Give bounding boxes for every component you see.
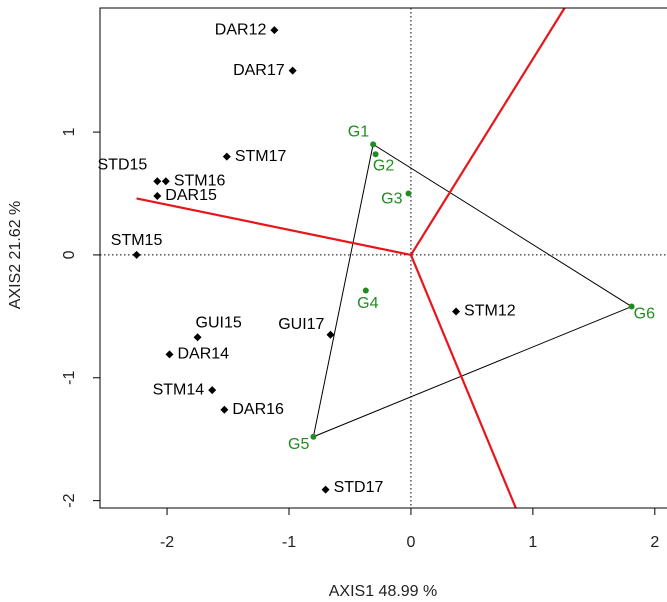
y-tick-label: 0 (61, 250, 78, 259)
point (321, 485, 330, 494)
point-label: DAR16 (232, 401, 284, 418)
y-tick-label: 1 (61, 128, 78, 137)
hull-polygon (312, 143, 633, 438)
point (161, 177, 170, 186)
point-label: DAR14 (178, 346, 230, 363)
x-tick-label: 2 (650, 534, 659, 551)
sector-ray (409, 254, 517, 509)
point (220, 405, 229, 414)
point (405, 190, 412, 197)
point-label: GUI17 (278, 316, 324, 333)
point (310, 433, 317, 440)
y-axis-label: AXIS2 21.62 % (7, 201, 24, 310)
point-label: G4 (357, 295, 378, 312)
sector-ray (410, 7, 566, 256)
point (270, 26, 279, 35)
point-label: DAR15 (165, 187, 217, 204)
point-label: DAR12 (215, 21, 267, 38)
x-tick-label: -2 (160, 534, 174, 551)
point-label: STD15 (98, 156, 148, 173)
point-label: G3 (381, 191, 402, 208)
point (628, 303, 635, 310)
point (153, 191, 162, 200)
x-axis-label: AXIS1 48.99 % (329, 583, 438, 600)
point-label: STD17 (334, 479, 384, 496)
plot-frame (99, 7, 667, 509)
point (132, 250, 141, 259)
point (288, 66, 297, 75)
point (208, 386, 217, 395)
point-label: G5 (288, 436, 309, 453)
point-label: G1 (348, 124, 369, 141)
point-label: GUI15 (196, 314, 242, 331)
y-tick-label: -2 (61, 493, 78, 507)
x-tick-label: -1 (282, 534, 296, 551)
point-label: STM17 (235, 148, 287, 165)
point-label: STM12 (464, 303, 516, 320)
point (372, 151, 379, 158)
point-label: DAR17 (233, 62, 285, 79)
point (193, 333, 202, 342)
point (326, 330, 335, 339)
y-tick-label: -1 (61, 371, 78, 385)
point-label: G2 (373, 157, 394, 174)
point-label: STM16 (174, 172, 226, 189)
point (452, 307, 461, 316)
point-label: G6 (634, 306, 655, 323)
point (370, 141, 377, 148)
point-label: STM14 (153, 381, 205, 398)
sector-ray (136, 197, 412, 257)
point (362, 287, 369, 294)
x-tick-label: 1 (528, 534, 537, 551)
point (222, 152, 231, 161)
point-label: STM15 (111, 232, 163, 249)
point (153, 177, 162, 186)
x-tick-label: 0 (406, 534, 415, 551)
point (165, 350, 174, 359)
